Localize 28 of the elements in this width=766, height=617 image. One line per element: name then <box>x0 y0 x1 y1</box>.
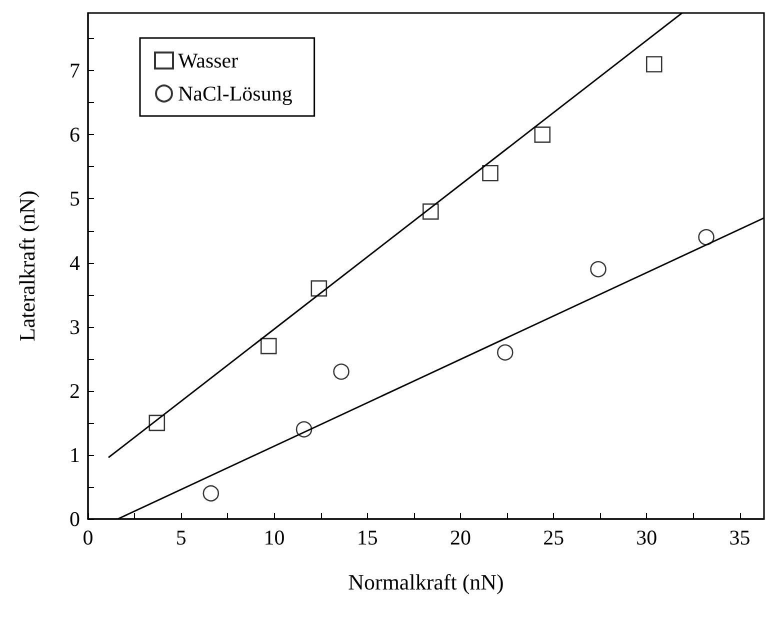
y-tick-label: 5 <box>70 186 80 211</box>
x-tick-label: 10 <box>264 526 285 550</box>
point <box>698 229 714 246</box>
x-tick-label: 30 <box>636 526 658 550</box>
legend-label: Wasser <box>178 48 238 72</box>
point <box>333 364 350 380</box>
point <box>590 261 606 278</box>
point <box>646 56 662 72</box>
x-tick-label: 5 <box>176 526 186 550</box>
point <box>482 164 498 182</box>
y-tick-label: 7 <box>70 58 80 83</box>
y-tick-label: 4 <box>70 250 80 275</box>
x-tick-label: 15 <box>356 526 378 550</box>
x-tick-label: 35 <box>729 526 750 550</box>
point <box>260 338 277 354</box>
point <box>202 485 220 502</box>
legend-label: NaCl-Lösung <box>178 82 293 106</box>
y-tick-label: 0 <box>70 507 80 531</box>
x-tick-label: 20 <box>450 526 471 550</box>
point <box>534 126 551 143</box>
y-tick-label: 1 <box>70 442 80 467</box>
y-axis-title: Lateralkraft (nN) <box>14 190 40 342</box>
x-tick-label: 25 <box>543 526 564 550</box>
y-tick-label: 6 <box>70 122 80 147</box>
x-axis-title: Normalkraft (nN) <box>348 570 504 594</box>
y-tick-label: 2 <box>70 378 80 403</box>
point <box>497 344 514 361</box>
y-tick-label: 3 <box>70 314 80 339</box>
